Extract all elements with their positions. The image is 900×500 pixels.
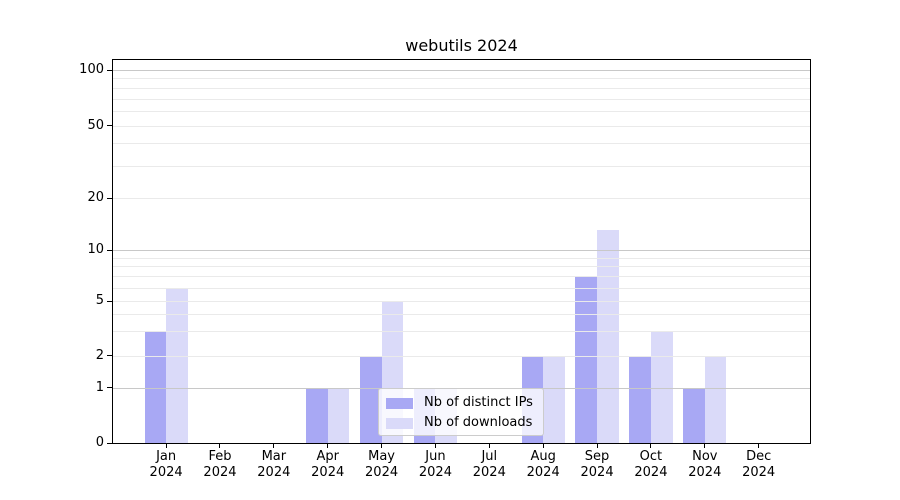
x-label-nov: Nov 2024: [688, 449, 722, 480]
x-tick-jan: [165, 444, 167, 448]
y-label-2: 2: [95, 347, 104, 363]
y-label-10: 10: [87, 242, 104, 257]
x-tick-jul: [488, 444, 490, 448]
bar-ips-apr: [306, 387, 328, 443]
y-gridline-minor-3: [113, 331, 810, 333]
y-tick-20: [107, 197, 112, 199]
bar-ips-jan: [144, 331, 167, 443]
y-gridline-major-10: [113, 250, 810, 251]
y-tick-5: [107, 300, 112, 302]
plot-bottom-spine: [112, 443, 811, 444]
bar-ips-may: [359, 355, 382, 443]
y-tick-0: [107, 442, 112, 444]
x-tick-aug: [542, 444, 544, 448]
y-label-20: 20: [87, 190, 104, 205]
bar-downloads-oct: [650, 331, 673, 443]
x-label-feb: Feb 2024: [203, 449, 237, 480]
y-tick-100: [107, 69, 112, 71]
plot-top-spine: [112, 59, 811, 60]
y-gridline-minor-60: [113, 110, 810, 112]
x-label-may: May 2024: [365, 449, 399, 480]
plot-right-spine: [810, 59, 811, 444]
legend-swatch-distinct-ips: [386, 397, 413, 409]
x-tick-mar: [273, 444, 275, 448]
x-tick-dec: [758, 444, 760, 448]
x-label-aug: Aug 2024: [526, 449, 560, 480]
legend-row-distinct-ips: Nb of distinct IPs: [379, 393, 543, 413]
x-label-sep: Sep 2024: [580, 449, 614, 480]
y-gridline-minor-7: [113, 276, 810, 278]
bar-downloads-jan: [166, 287, 188, 443]
y-label-50: 50: [87, 117, 104, 133]
x-tick-sep: [596, 444, 598, 448]
y-tick-2: [107, 355, 112, 356]
legend: Nb of distinct IPs Nb of downloads: [378, 388, 544, 436]
bar-downloads-apr: [327, 387, 350, 443]
y-gridline-minor-6: [113, 287, 810, 289]
y-gridline-minor-5: [113, 301, 810, 302]
y-gridline-minor-70: [113, 98, 810, 100]
y-gridline-minor-2: [113, 355, 810, 357]
x-label-jan: Jan 2024: [149, 449, 183, 480]
y-label-5: 5: [95, 293, 104, 308]
y-gridline-major-100: [113, 70, 810, 71]
y-label-0: 0: [95, 435, 104, 450]
x-label-dec: Dec 2024: [742, 449, 776, 480]
x-label-jun: Jun 2024: [418, 449, 452, 480]
y-gridline-minor-50: [113, 125, 810, 127]
x-tick-may: [381, 444, 383, 448]
legend-swatch-downloads: [386, 417, 413, 429]
x-label-apr: Apr 2024: [311, 449, 345, 480]
bar-ips-oct: [629, 355, 651, 443]
bar-downloads-aug: [543, 355, 565, 443]
y-label-100: 100: [79, 62, 104, 77]
y-gridline-minor-20: [113, 198, 810, 199]
y-tick-1: [107, 387, 112, 388]
bar-downloads-sep: [597, 230, 619, 443]
y-gridline-minor-40: [113, 143, 810, 145]
y-gridline-minor-4: [113, 314, 810, 316]
y-gridline-minor-80: [113, 87, 810, 89]
x-label-jul: Jul 2024: [472, 449, 506, 480]
bar-ips-nov: [683, 387, 705, 443]
x-tick-jun: [434, 444, 436, 448]
y-label-1: 1: [95, 379, 104, 395]
y-gridline-minor-30: [113, 165, 810, 167]
y-gridline-minor-8: [113, 266, 810, 268]
x-tick-nov: [704, 444, 706, 448]
bar-ips-sep: [575, 276, 598, 443]
y-gridline-minor-90: [113, 78, 810, 80]
legend-label-distinct-ips: Nb of distinct IPs: [424, 395, 533, 410]
plot-left-spine: [112, 59, 113, 444]
x-tick-apr: [327, 444, 329, 448]
x-label-mar: Mar 2024: [257, 449, 291, 480]
x-tick-oct: [650, 444, 652, 448]
bar-downloads-nov: [704, 355, 727, 443]
x-tick-feb: [219, 444, 221, 448]
y-tick-10: [107, 249, 112, 251]
y-tick-50: [107, 125, 112, 126]
x-label-oct: Oct 2024: [634, 449, 668, 480]
legend-label-downloads: Nb of downloads: [424, 415, 533, 430]
y-gridline-minor-9: [113, 257, 810, 259]
legend-row-downloads: Nb of downloads: [379, 413, 543, 433]
chart-title: webutils 2024: [405, 36, 518, 55]
